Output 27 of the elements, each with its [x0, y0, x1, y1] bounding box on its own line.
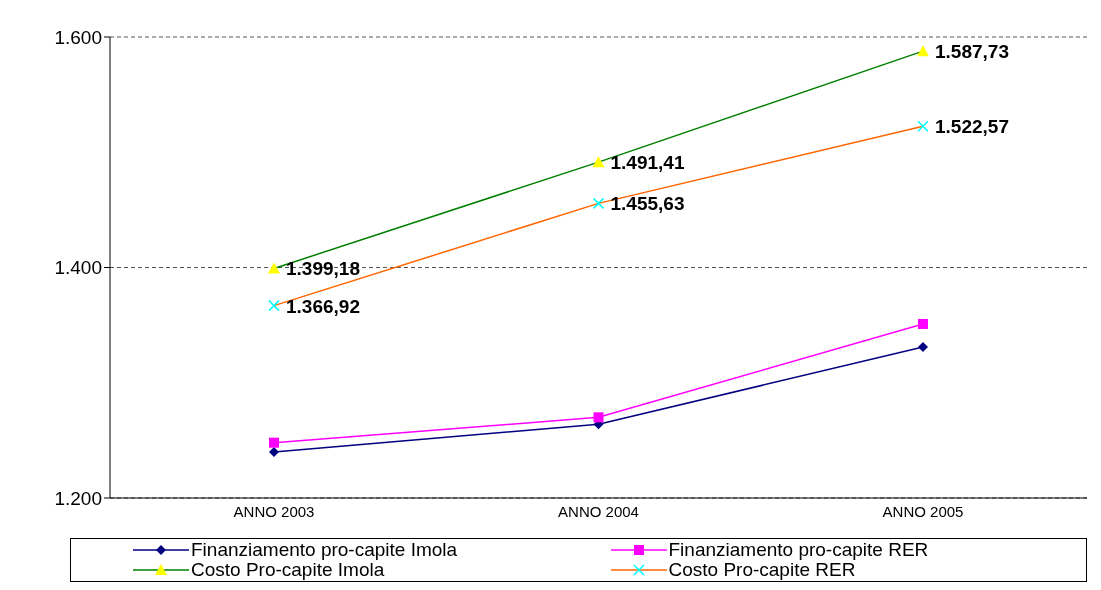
y-tick-label: 1.600	[54, 26, 102, 48]
legend-label: Finanziamento pro-capite RER	[668, 539, 929, 560]
legend-label: Finanziamento pro-capite Imola	[191, 539, 458, 560]
point	[269, 446, 279, 457]
x-tick-label: ANNO 2003	[233, 502, 315, 520]
point	[268, 262, 280, 274]
point	[918, 342, 928, 353]
legend-label: Costo Pro-capite RER	[668, 559, 856, 580]
point	[917, 120, 929, 132]
data-label: 1.366,92	[286, 295, 360, 317]
point	[592, 197, 605, 210]
point	[592, 156, 605, 168]
point	[269, 437, 279, 448]
data-label: 1.522,57	[935, 116, 1009, 138]
x-tick-label: ANNO 2004	[558, 502, 639, 520]
y-tick-label: 1.200	[54, 487, 102, 509]
legend-label: Costo Pro-capite Imola	[191, 559, 385, 580]
point	[593, 412, 604, 423]
point	[917, 45, 929, 57]
data-label: 1.399,18	[286, 258, 360, 280]
point	[268, 299, 280, 312]
x-tick-label: ANNO 2005	[882, 502, 964, 520]
data-label: 1.587,73	[935, 41, 1009, 63]
y-tick-label: 1.400	[54, 257, 102, 279]
data-label: 1.491,41	[610, 152, 685, 174]
data-label: 1.455,63	[610, 193, 685, 215]
point	[918, 318, 928, 329]
